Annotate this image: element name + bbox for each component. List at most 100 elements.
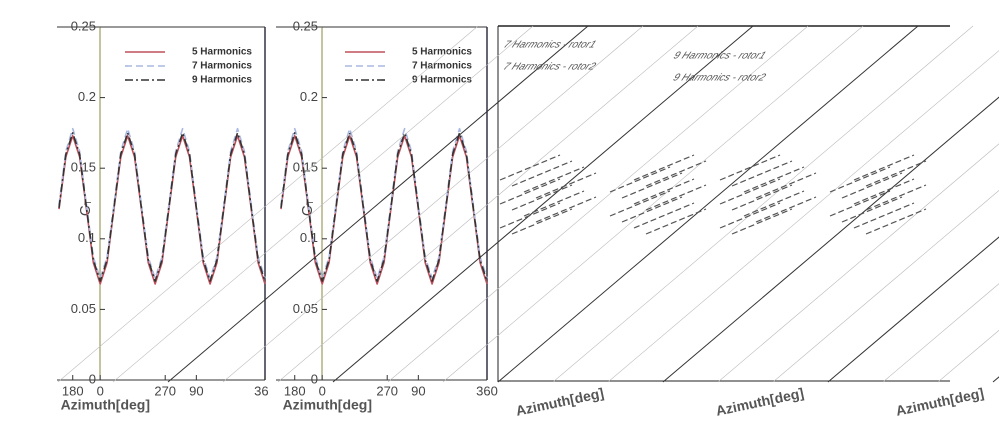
x-tick-label: 90 (411, 383, 425, 398)
overlay-stroke (731, 184, 793, 211)
y-tick-label: 0.15 (71, 160, 96, 175)
overlay-stroke (853, 178, 915, 205)
x-tick-label: 0 (97, 383, 104, 398)
overlay-stroke (621, 172, 683, 199)
overlay-stroke (621, 196, 683, 223)
overlay-stroke (731, 208, 793, 235)
x-tick-label: 180 (284, 383, 306, 398)
overlay-stroke (497, 25, 919, 383)
x-tick-label: 270 (154, 383, 176, 398)
overlay-stroke (645, 184, 707, 211)
overlay-stroke (772, 190, 999, 383)
x-tick-label: 360 (254, 383, 276, 398)
overlay-stroke (755, 172, 817, 199)
x-axis-label: Azimuth[deg] (61, 397, 150, 413)
y-tick-label: 0.2 (300, 89, 318, 104)
y-tick-label: 0.2 (78, 89, 96, 104)
overlay-x-label: Azimuth[deg] (714, 385, 805, 419)
overlay-stroke (841, 196, 903, 223)
overlay-stroke (167, 25, 589, 383)
y-axis-label: CT (77, 199, 94, 216)
overlay-stroke (719, 154, 781, 181)
overlay-stroke (387, 25, 809, 383)
overlay-stroke (523, 166, 585, 193)
overlay-stroke (865, 160, 927, 187)
legend-label: 9 Harmonics (192, 75, 252, 86)
overlay-stroke (499, 154, 561, 181)
overlay-stroke (511, 184, 573, 211)
y-label-sub: T (305, 199, 315, 205)
overlay-stroke (523, 190, 585, 217)
overlay-stroke (277, 25, 699, 383)
overlay-stroke (499, 178, 561, 205)
y-tick-label: 0.25 (293, 18, 318, 33)
overlay-stroke (743, 166, 805, 193)
y-tick-label: 0 (311, 371, 318, 386)
overlay-stroke (633, 178, 695, 205)
legend-label: 5 Harmonics (192, 47, 252, 58)
overlay-stroke (633, 154, 695, 181)
panel: 0 0.05 0.1 0.15 0.2 0.25 180 0 270 90 360 Azimuth[d… (57, 18, 276, 413)
legend-label: 5 Harmonics (412, 47, 472, 58)
legend-label: 7 Harmonics (412, 61, 472, 72)
overlay-stroke (511, 208, 573, 235)
y-tick-label: 0.05 (71, 301, 96, 316)
overlay-stroke (829, 190, 891, 217)
overlay-legend-label: 7 Harmonics - rotor1 (502, 39, 598, 50)
overlay-legend-label: 9 Harmonics - rotor2 (671, 72, 767, 83)
overlay-stroke (882, 283, 999, 383)
overlay-stroke (552, 25, 974, 383)
overlay-stroke (662, 96, 999, 383)
y-label-sub: T (83, 199, 93, 205)
overlay-stroke (535, 196, 597, 223)
overlay-stroke (992, 376, 999, 383)
y-label-main: C (77, 205, 94, 216)
overlay-stroke (717, 143, 999, 383)
overlay-stroke (633, 202, 695, 229)
overlay-stroke (827, 236, 999, 383)
overlay-stroke (511, 160, 573, 187)
x-tick-label: 180 (62, 383, 84, 398)
overlay-stroke (535, 172, 597, 199)
y-axis-label: CT (299, 199, 316, 216)
overlay-stroke (865, 208, 927, 235)
overlay-stroke (719, 178, 781, 205)
y-tick-label: 0.25 (71, 18, 96, 33)
series-line (58, 132, 266, 282)
legend-label: 7 Harmonics (192, 61, 252, 72)
y-tick-label: 0.1 (300, 230, 318, 245)
panel: 0 0.05 0.1 0.15 0.2 0.25 180 0 270 90 360 Azimuth[d… (276, 18, 498, 413)
overlay-stroke (645, 208, 707, 235)
y-tick-label: 0.15 (293, 160, 318, 175)
overlay-x-label: Azimuth[deg] (514, 385, 605, 419)
overlay-stroke (442, 25, 864, 383)
overlay-x-label: Azimuth[deg] (894, 385, 985, 419)
overlay-stroke (755, 196, 817, 223)
series-line (58, 134, 266, 285)
x-tick-label: 270 (376, 383, 398, 398)
overlay-stroke (607, 50, 999, 383)
overlay-stroke (609, 166, 671, 193)
overlay-stroke (719, 202, 781, 229)
series-line (280, 132, 488, 282)
overlay-stroke (743, 190, 805, 217)
overlay-stroke (57, 25, 479, 383)
y-tick-label: 0.1 (78, 230, 96, 245)
series-line (58, 127, 266, 280)
overlay-stroke (853, 154, 915, 181)
overlay-stroke (841, 172, 903, 199)
overlay-legend-label: 7 Harmonics - rotor2 (501, 61, 597, 72)
y-tick-label: 0.05 (293, 301, 318, 316)
x-tick-label: 0 (319, 383, 326, 398)
overlay-stroke (731, 160, 793, 187)
y-label-main: C (299, 205, 316, 216)
overlay-stroke (853, 202, 915, 229)
x-tick-label: 360 (476, 383, 498, 398)
x-axis-label: Azimuth[deg] (283, 397, 372, 413)
series-line (280, 134, 488, 285)
overlay-stroke (645, 160, 707, 187)
overlay-stroke (112, 25, 534, 383)
y-tick-label: 0 (89, 371, 96, 386)
legend-label: 9 Harmonics (412, 75, 472, 86)
